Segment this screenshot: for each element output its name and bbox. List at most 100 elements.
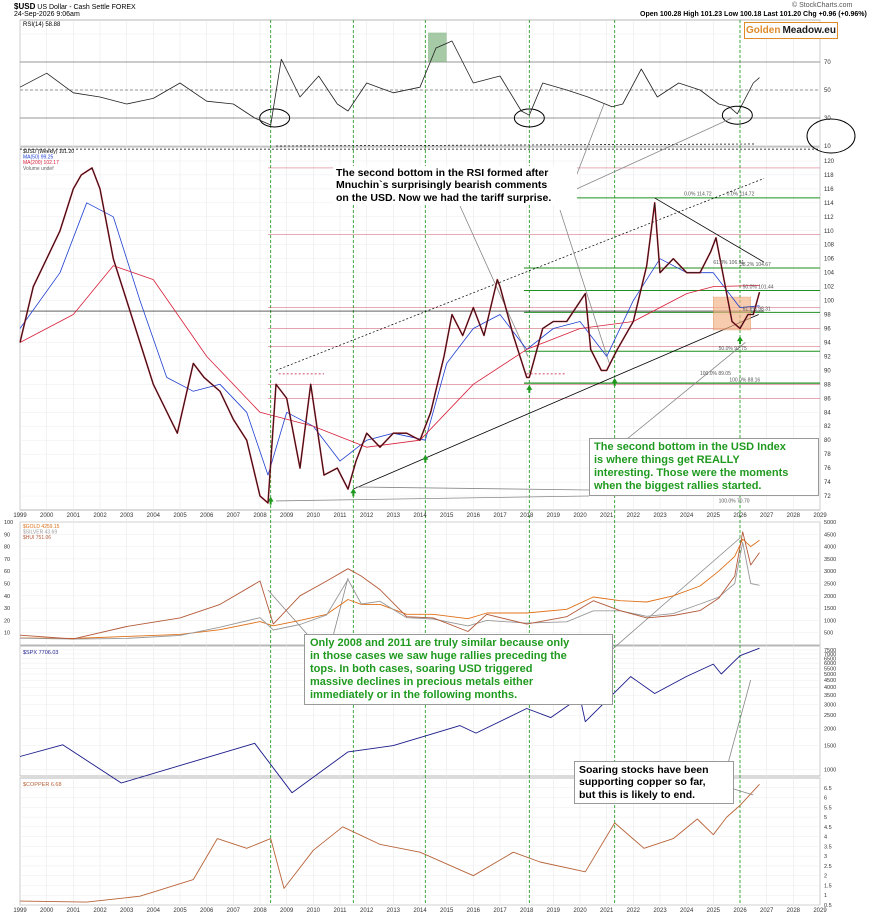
metals-right-tick: 4000: [824, 545, 836, 551]
copper-annotation: Soaring stocks have been supporting copp…: [574, 761, 734, 805]
annotation-pointer: [459, 205, 529, 357]
rsi-legend: RSI(14) 58.88: [23, 22, 61, 28]
copper-tick-label: 0.5: [824, 903, 832, 909]
year-label-top: 2003: [120, 513, 134, 519]
usd-tick-label: 96: [824, 327, 831, 333]
metals-note-line: massive declines in precious metals eith…: [310, 675, 534, 688]
usd-tick-label: 102: [824, 285, 835, 291]
copper-tick-label: 5: [824, 815, 827, 821]
year-label-bottom: 2026: [733, 908, 747, 914]
green-up-arrow: [350, 488, 357, 497]
metals-left-tick: 70: [4, 557, 10, 563]
usd-tick-label: 78: [824, 452, 831, 458]
fib-label: 38.2% 104.67: [740, 262, 771, 268]
copper-note-line: but this is likely to end.: [579, 788, 696, 801]
usd-tick-label: 76: [824, 466, 831, 472]
copper-note-line: supporting copper so far,: [579, 776, 706, 789]
annotation-pointer: [559, 209, 610, 364]
usd-tick-label: 88: [824, 382, 831, 388]
usd-tick-label: 114: [824, 201, 834, 207]
copper-tick-label: 6: [824, 796, 827, 802]
support-trendline: [353, 314, 759, 490]
spx-tick-label: 6000: [824, 661, 836, 667]
metals-right-tick: 3500: [824, 557, 836, 563]
annotation-pointer: [599, 537, 741, 661]
year-label-top: 2015: [440, 513, 454, 519]
usd-tick-label: 108: [824, 243, 835, 249]
symbol-name: US Dollar - Cash Settle FOREX: [37, 4, 136, 11]
metals-left-tick: 90: [4, 532, 10, 538]
metals-legend-item: $SILVER 43.69: [23, 530, 57, 536]
metals-annotation: Only 2008 and 2011 are truly similar bec…: [304, 634, 613, 705]
consolidation-box: [713, 296, 751, 331]
rsi-future-circle: [806, 118, 856, 154]
year-label-bottom: 2022: [627, 908, 641, 914]
usd-tick-label: 120: [824, 159, 835, 165]
metals-right-tick: 4500: [824, 532, 836, 538]
metals-series-hui: [19, 531, 760, 640]
spx-tick-label: 1500: [824, 744, 836, 750]
spx-line: [19, 647, 760, 794]
metals-series-gold: [19, 538, 760, 639]
year-label-top: 2013: [387, 513, 401, 519]
year-label-bottom: 2011: [334, 908, 348, 914]
metals-note-line: tops. In both cases, soaring USD trigger…: [310, 662, 533, 675]
year-label-bottom: 2008: [253, 908, 267, 914]
year-label-top: 2020: [573, 513, 587, 519]
metals-series-silver: [19, 542, 760, 640]
metals-left-tick: 50: [4, 582, 10, 588]
metals-left-tick: 20: [4, 618, 10, 624]
copper-tick-label: 2.5: [824, 864, 832, 870]
year-label-top: 2002: [93, 513, 107, 519]
fib-label: 0.0% 114.72: [684, 192, 712, 198]
symbol-label: $USD: [14, 2, 36, 11]
usd-legend-item: MA(200) 102.17: [23, 160, 59, 166]
year-label-top: 2027: [760, 513, 774, 519]
year-label-top: 2022: [627, 513, 641, 519]
spx-tick-label: 4500: [824, 678, 836, 684]
annotation-pointer: [355, 486, 590, 491]
year-label-top: 2016: [467, 513, 481, 519]
year-label-bottom: 2025: [707, 908, 721, 914]
usd-legend-item: $USD (Weekly) 101.20: [23, 149, 74, 155]
year-label-top: 2019: [547, 513, 561, 519]
copper-note-line: Soaring stocks have been: [579, 764, 709, 776]
usd-tick-label: 98: [824, 313, 831, 319]
year-label-bottom: 2013: [387, 908, 401, 914]
metals-legend-item: $HUI 751.06: [23, 535, 51, 541]
copper-tick-label: 2: [824, 874, 827, 880]
metals-note-line: in those cases we saw huge rallies prece…: [310, 649, 567, 662]
rsi-dotted-bottom: [275, 143, 757, 147]
spx-tick-label: 2500: [824, 713, 836, 719]
chart-header: $USD US Dollar - Cash Settle FOREX: [14, 2, 136, 11]
metals-left-tick: 100: [4, 520, 13, 526]
copper-tick-label: 6.5: [824, 786, 832, 792]
year-label-bottom: 2018: [520, 908, 534, 914]
year-label-top: 2014: [413, 513, 427, 519]
usd-tick-label: 72: [824, 494, 831, 500]
fib-label: 61.8% 106.91: [713, 260, 744, 266]
usd-tick-label: 100: [824, 299, 835, 305]
rsi-tick-label: 70: [824, 60, 831, 66]
year-label-top: 1999: [13, 513, 27, 519]
fib-label: 100.0% 70.70: [719, 499, 750, 505]
fib-label: 50.0% 101.44: [743, 284, 774, 290]
usd-legend-item: MA(50) 99.25: [23, 155, 54, 161]
green-up-arrow: [422, 454, 429, 463]
year-label-bottom: 2010: [307, 908, 321, 914]
logo-part-meadow: Meadow.eu: [782, 25, 836, 36]
annotation-pointer: [569, 117, 733, 193]
usd-tick-label: 116: [824, 187, 834, 193]
copper-tick-label: 3: [824, 854, 827, 860]
year-label-top: 2009: [280, 513, 294, 519]
metals-left-tick: 30: [4, 606, 10, 612]
metals-left-tick: 40: [4, 594, 10, 600]
metals-right-tick: 2000: [824, 594, 836, 600]
year-label-bottom: 2014: [413, 908, 427, 914]
metals-note-line: immediately or in the following months.: [310, 688, 518, 701]
metals-right-tick: 3000: [824, 569, 836, 575]
year-label-bottom: 2023: [653, 908, 667, 914]
copper-line: [19, 783, 760, 903]
usd-legend-item: Volume undef: [23, 166, 54, 172]
